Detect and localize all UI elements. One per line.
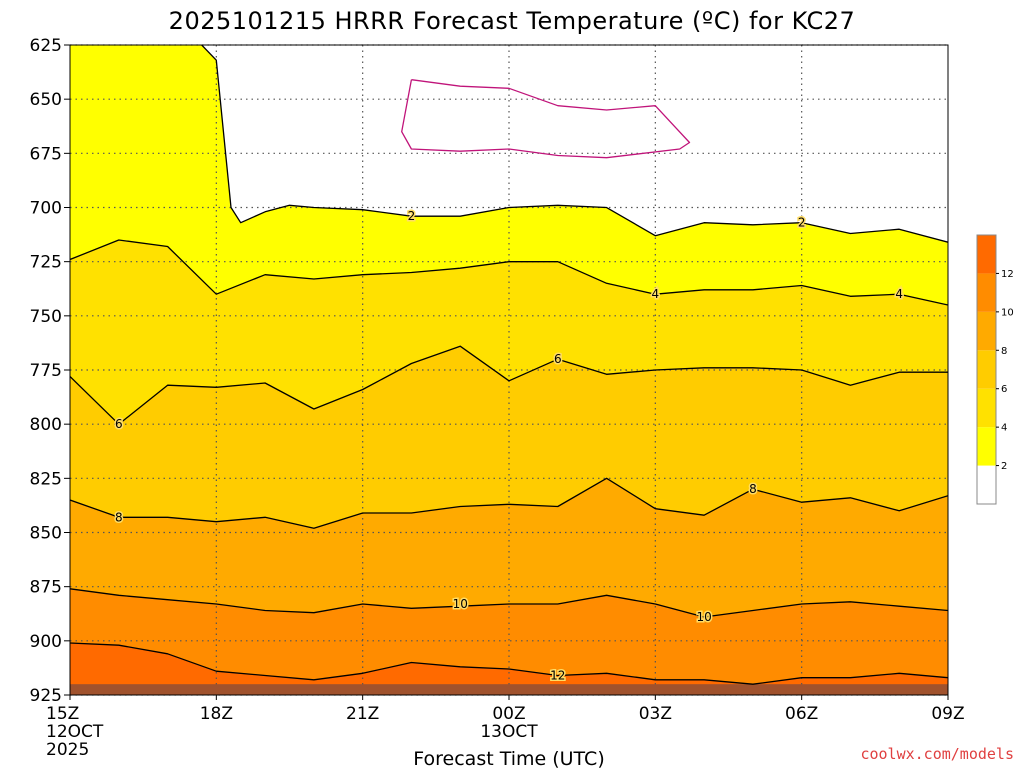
colorbar-frame [976, 234, 997, 505]
contour-label-10: 10 [453, 597, 468, 611]
contour-line-4 [70, 239, 948, 306]
x-tick-label: 2025 [46, 740, 89, 760]
contour-label-10: 10 [696, 610, 711, 624]
colorbar-swatch [977, 465, 996, 504]
contour-line-2 [201, 45, 948, 243]
colorbar-swatch [977, 273, 996, 312]
contour-labels: 2 2 4 4 6 6 8 8 10 10 12 [113, 208, 904, 684]
y-tick-label: 650 [30, 90, 62, 110]
colorbar-swatch [977, 427, 996, 466]
colorbar-label: 10 [1001, 307, 1014, 318]
y-tick-label: 875 [30, 578, 62, 598]
fill-zero-region [401, 79, 690, 158]
x-tick-label: 06Z [785, 704, 818, 724]
contour-label-4: 4 [652, 287, 660, 301]
x-tick-label: 13OCT [480, 722, 538, 742]
x-tick-label: 21Z [346, 704, 379, 724]
fill-above-10 [70, 588, 948, 695]
contour-line-8 [70, 477, 948, 529]
colorbar-label: 2 [1001, 461, 1007, 472]
colorbar: 2 4 6 8 10 12 [976, 234, 1014, 505]
x-tick-label: 15Z [46, 704, 79, 724]
y-tick-label: 825 [30, 469, 62, 489]
y-tick-label: 750 [30, 307, 62, 327]
y-tick-label: 925 [30, 686, 62, 706]
contour-label-2: 2 [798, 216, 806, 230]
chart-title: 2025101215 HRRR Forecast Temperature (ºC… [169, 7, 856, 35]
y-tick-label: 625 [30, 36, 62, 56]
colorbar-label: 6 [1001, 384, 1007, 395]
contour-line-6 [70, 345, 948, 425]
colorbar-swatch [977, 388, 996, 428]
y-tick-label: 800 [30, 415, 62, 435]
x-tick-label: 18Z [200, 704, 233, 724]
y-tick-label: 900 [30, 632, 62, 652]
contour-label-4: 4 [895, 287, 903, 301]
x-axis-label: Forecast Time (UTC) [413, 748, 604, 768]
x-tick-label: 09Z [931, 704, 964, 724]
x-tick-label: 12OCT [46, 722, 104, 742]
x-tick-label: 00Z [492, 704, 525, 724]
ground-below-surface [70, 684, 948, 695]
colorbar-label: 4 [1001, 423, 1007, 434]
contour-label-12: 12 [550, 669, 565, 683]
y-tick-label: 700 [30, 199, 62, 219]
contour-lines [70, 45, 948, 685]
credit-text: coolwx.com/models [860, 745, 1014, 763]
colorbar-swatch [977, 311, 996, 351]
contour-line-10 [70, 588, 948, 618]
colorbar-label: 8 [1001, 346, 1007, 357]
colorbar-label: 12 [1001, 269, 1014, 280]
contour-label-8: 8 [115, 510, 123, 524]
y-tick-label: 775 [30, 361, 62, 381]
contour-label-8: 8 [749, 482, 757, 496]
contour-line-12 [70, 642, 948, 685]
contour-label-6: 6 [115, 417, 123, 431]
colorbar-swatch [977, 235, 996, 274]
y-tick-label: 675 [30, 144, 62, 164]
y-axis: 625 650 675 700 725 750 775 800 825 850 875 900 925 [30, 36, 70, 706]
contour-label-6: 6 [554, 352, 562, 366]
colorbar-swatch [977, 350, 996, 389]
contour-line-0 [401, 79, 691, 159]
y-tick-label: 850 [30, 524, 62, 544]
y-tick-label: 725 [30, 253, 62, 273]
contour-label-2: 2 [408, 209, 416, 223]
x-tick-label: 03Z [639, 704, 672, 724]
